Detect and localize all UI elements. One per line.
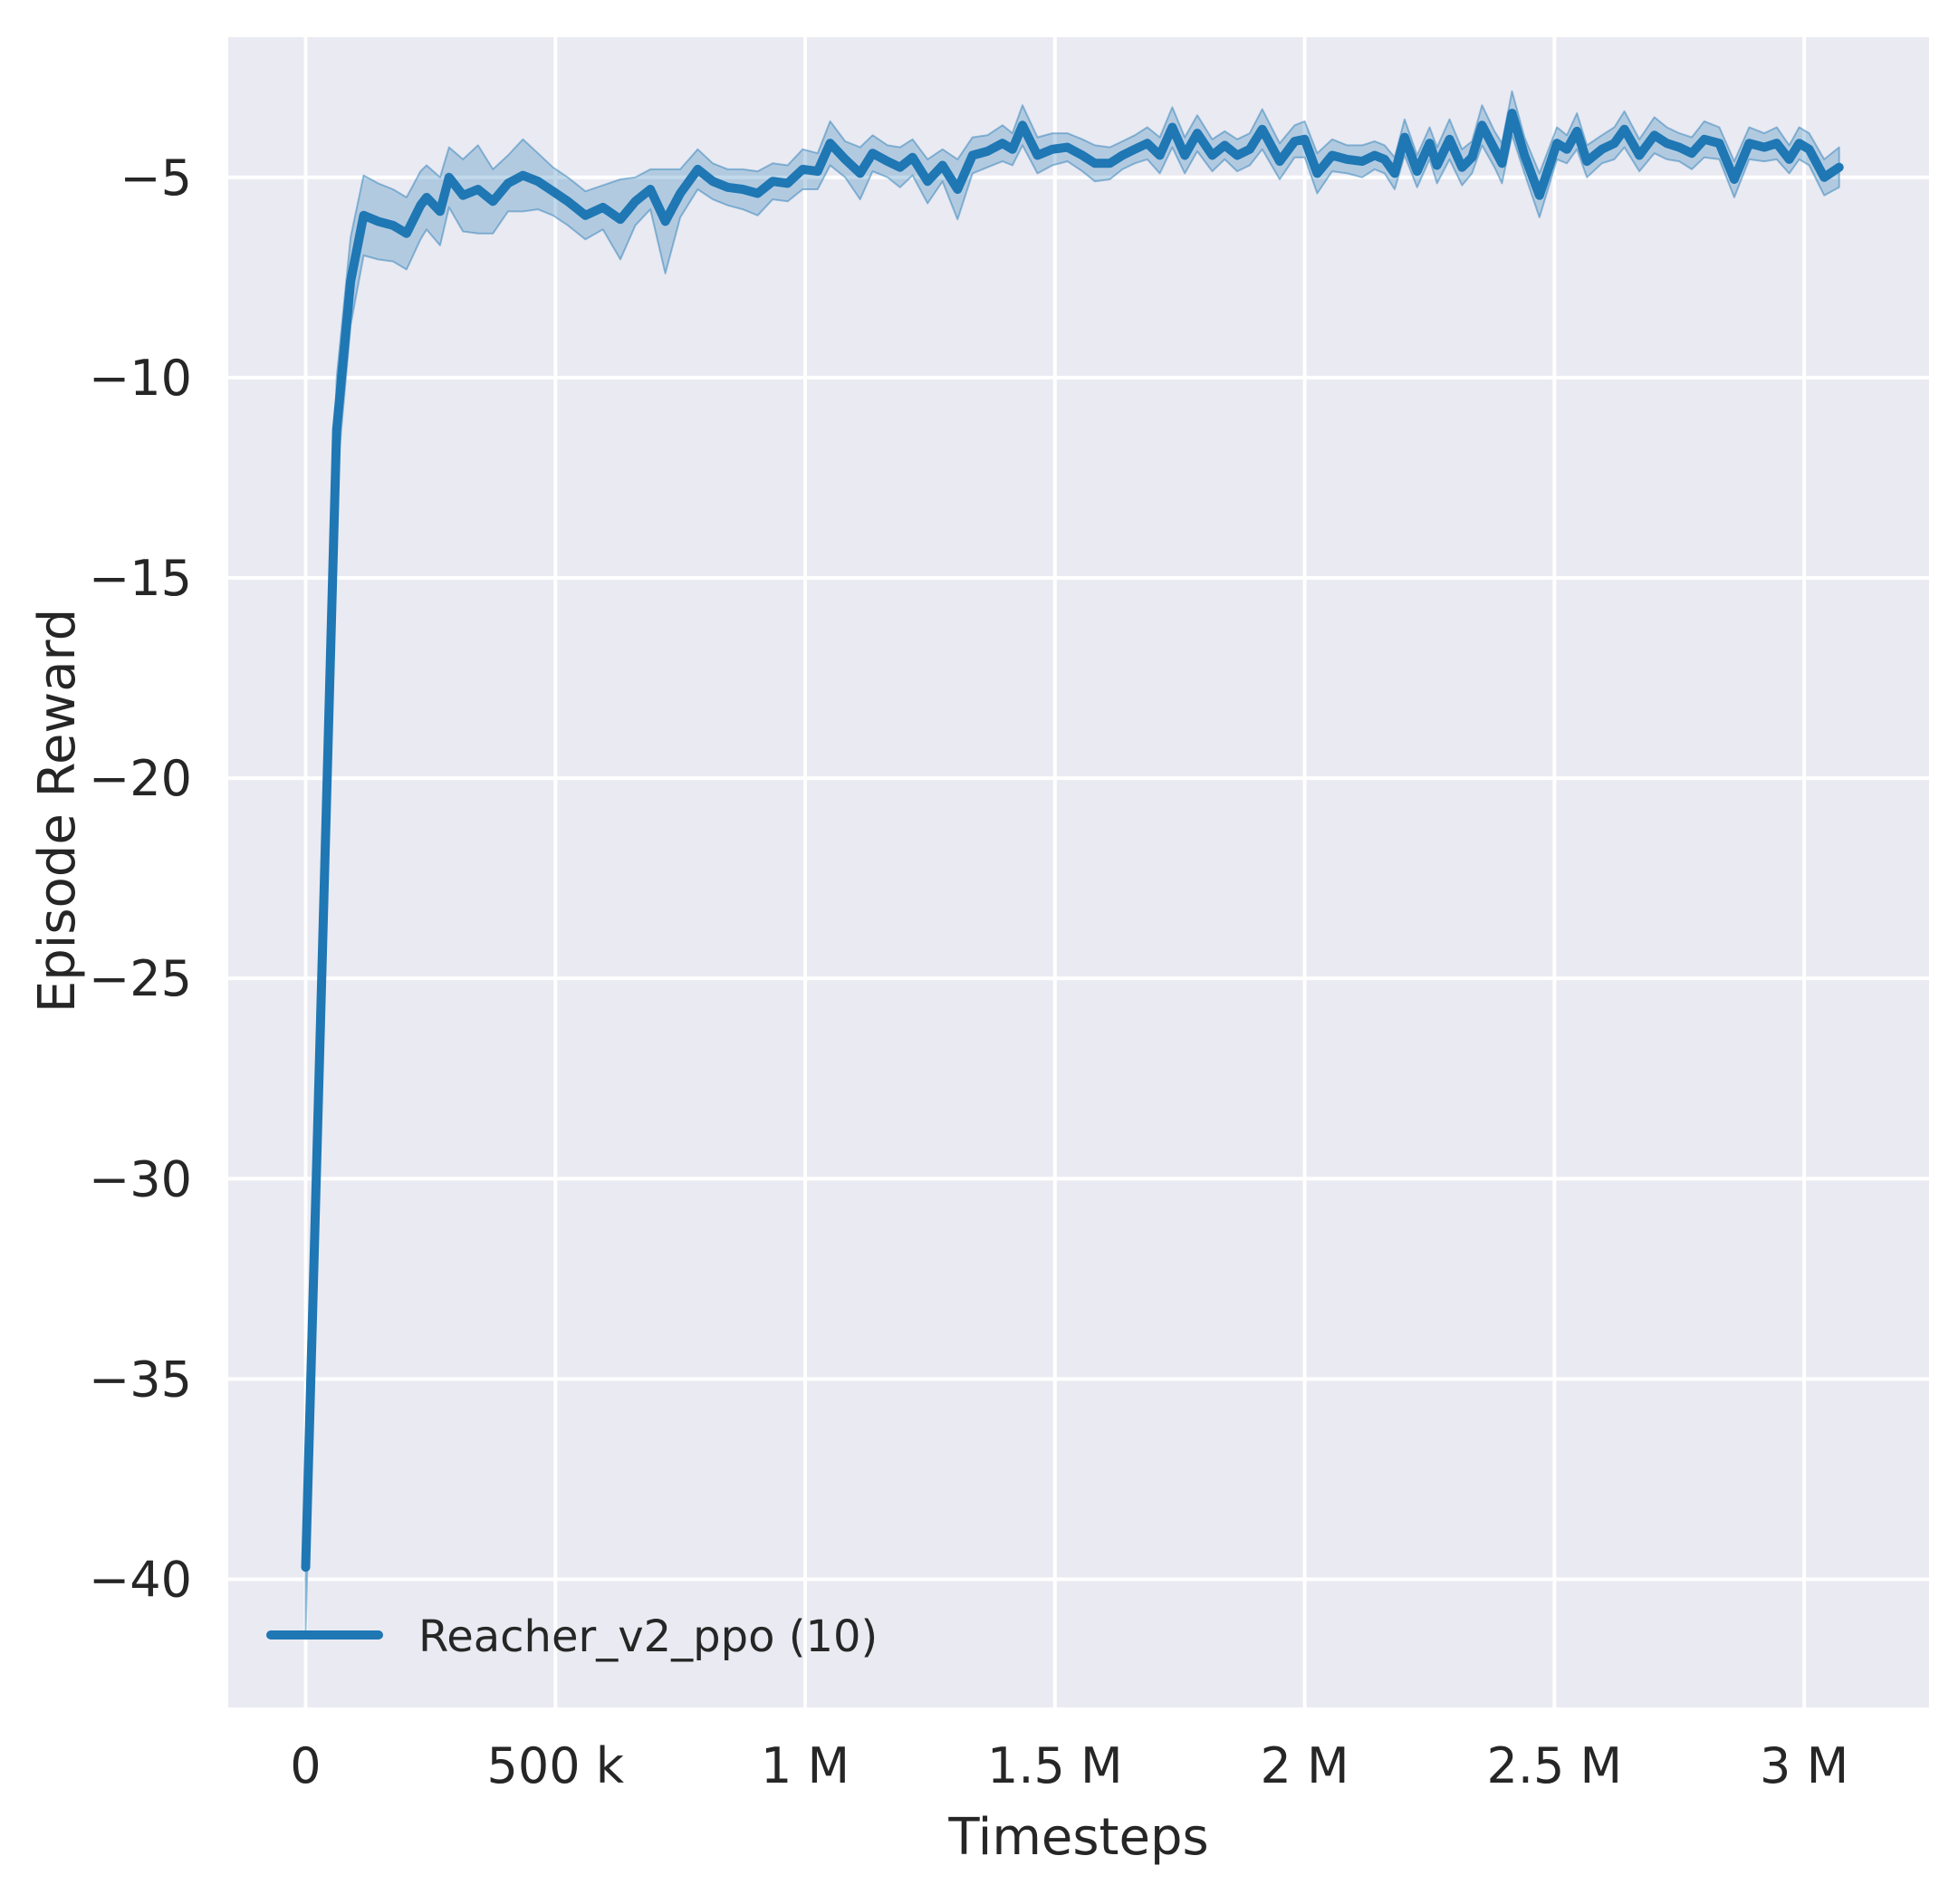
x-tick-label: 2.5 M xyxy=(1487,1737,1623,1794)
gridlines xyxy=(228,37,1929,1707)
x-tick-label: 2 M xyxy=(1261,1737,1349,1794)
series-line xyxy=(301,109,1844,1572)
x-tick-label: 1 M xyxy=(761,1737,850,1794)
y-axis-label: Episode Reward xyxy=(28,609,87,1013)
y-tick-label: −10 xyxy=(89,350,192,407)
x-tick-label: 1.5 M xyxy=(987,1737,1123,1794)
x-tick-label: 500 k xyxy=(487,1737,625,1794)
y-tick-label: −25 xyxy=(89,950,192,1007)
x-tick-label: 0 xyxy=(290,1737,321,1794)
y-tick-labels: −5 −10 −15 −20 −25 −30 −35 −40 xyxy=(89,149,192,1609)
y-tick-label: −35 xyxy=(89,1351,192,1408)
x-axis-label: Timesteps xyxy=(947,1808,1208,1867)
y-tick-label: −20 xyxy=(89,750,192,807)
y-tick-label: −15 xyxy=(89,550,192,607)
plot-area xyxy=(228,37,1929,1707)
y-tick-label: −40 xyxy=(89,1551,192,1608)
x-tick-labels: 0 500 k 1 M 1.5 M 2 M 2.5 M 3 M xyxy=(290,1737,1848,1794)
x-tick-label: 3 M xyxy=(1760,1737,1848,1794)
confidence-band xyxy=(304,90,1840,1632)
legend: Reacher_v2_ppo (10) xyxy=(266,1611,878,1662)
mean-reward-line xyxy=(301,109,1844,1572)
y-tick-label: −30 xyxy=(89,1150,192,1207)
ci-band xyxy=(304,90,1840,1632)
y-tick-label: −5 xyxy=(120,149,192,207)
legend-label: Reacher_v2_ppo (10) xyxy=(418,1611,878,1662)
